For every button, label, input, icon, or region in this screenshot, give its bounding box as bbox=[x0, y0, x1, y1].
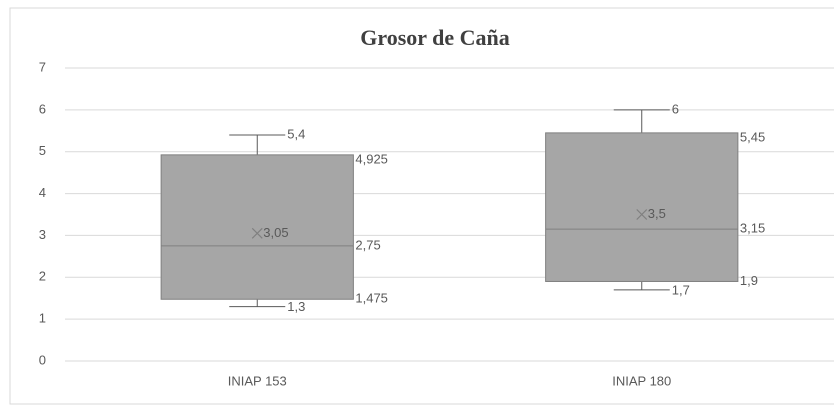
chart-title: Grosor de Caña bbox=[360, 25, 510, 50]
y-tick-label: 4 bbox=[39, 185, 46, 200]
data-label: 1,475 bbox=[355, 291, 388, 306]
data-label: 5,4 bbox=[287, 126, 305, 141]
y-tick-label: 7 bbox=[39, 59, 46, 74]
y-tick-label: 3 bbox=[39, 227, 46, 242]
data-label: 5,45 bbox=[740, 129, 765, 144]
data-label: 1,3 bbox=[287, 299, 305, 314]
data-label: 6 bbox=[672, 101, 679, 116]
y-tick-label: 0 bbox=[39, 352, 46, 367]
data-label: 4,925 bbox=[355, 151, 388, 166]
y-tick-label: 5 bbox=[39, 143, 46, 158]
mean-marker bbox=[251, 227, 263, 239]
x-tick-label: INIAP 153 bbox=[228, 373, 287, 388]
data-label: 3,05 bbox=[263, 225, 288, 240]
box bbox=[545, 132, 739, 282]
data-label: 1,9 bbox=[740, 273, 758, 288]
y-tick-label: 2 bbox=[39, 269, 46, 284]
y-tick-label: 1 bbox=[39, 311, 46, 326]
data-label: 2,75 bbox=[355, 237, 380, 252]
x-tick-label: INIAP 180 bbox=[612, 373, 671, 388]
data-label: 3,15 bbox=[740, 221, 765, 236]
box bbox=[160, 154, 354, 300]
y-tick-label: 6 bbox=[39, 101, 46, 116]
mean-marker bbox=[636, 209, 648, 220]
data-label: 3,5 bbox=[648, 206, 666, 221]
data-label: 1,7 bbox=[672, 282, 690, 297]
